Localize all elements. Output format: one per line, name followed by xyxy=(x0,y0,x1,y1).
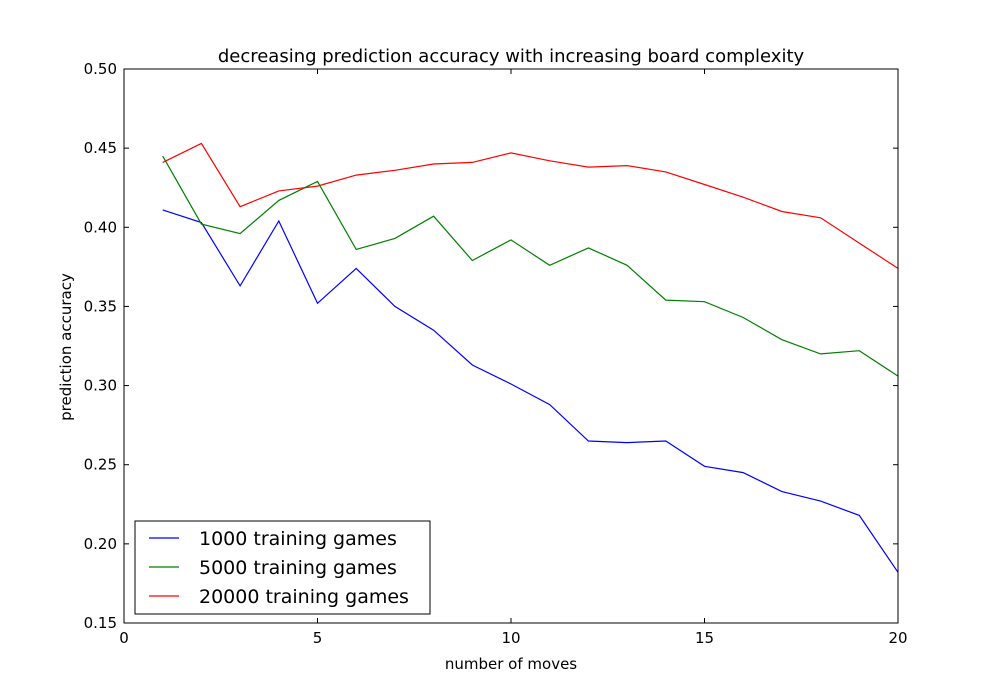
legend: 1000 training games 5000 training games 20… xyxy=(134,520,431,615)
x-tick-label: 20 xyxy=(888,629,907,647)
chart-title: decreasing prediction accuracy with incr… xyxy=(218,46,805,67)
y-tick-label: 0.40 xyxy=(84,218,117,236)
x-tick-label: 5 xyxy=(313,629,323,647)
legend-label-3: 20000 training games xyxy=(199,586,409,608)
y-tick-label: 0.35 xyxy=(84,297,117,315)
series-line-1 xyxy=(162,209,899,573)
x-tick-label: 0 xyxy=(119,629,129,647)
ticks-layer: 0 5 10 15 20 0.15 0.20 0.25 0.30 0.35 0.40 0.45 0.50 xyxy=(84,60,908,647)
series-layer xyxy=(162,142,899,573)
y-tick-label: 0.20 xyxy=(84,535,117,553)
x-tick-label: 15 xyxy=(695,629,714,647)
legend-label-2: 5000 training games xyxy=(199,557,397,579)
plot-frame xyxy=(123,68,899,624)
y-tick-label: 0.30 xyxy=(84,377,117,395)
legend-label-1: 1000 training games xyxy=(199,528,397,550)
y-tick-label: 0.25 xyxy=(84,456,117,474)
series-line-3 xyxy=(162,142,899,269)
x-tick-label: 10 xyxy=(501,629,520,647)
series-line-2 xyxy=(162,155,899,377)
y-tick-label: 0.50 xyxy=(84,60,117,78)
legend-box xyxy=(134,520,431,615)
y-tick-label: 0.45 xyxy=(84,139,117,157)
x-axis-label: number of moves xyxy=(445,655,577,673)
y-tick-label: 0.15 xyxy=(84,614,117,632)
y-axis-label: prediction accuracy xyxy=(57,273,75,421)
